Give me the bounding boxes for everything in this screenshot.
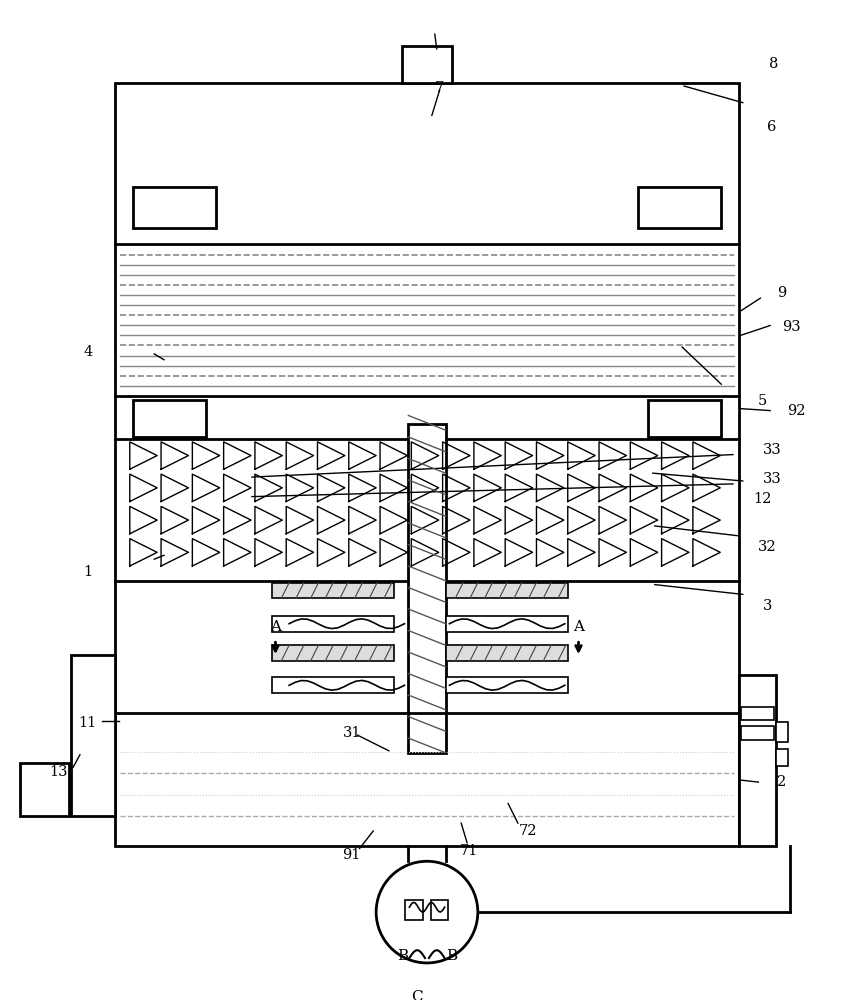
Text: 93: 93 xyxy=(782,320,801,334)
Text: 33: 33 xyxy=(763,472,781,486)
Bar xyxy=(408,424,446,753)
Bar xyxy=(740,726,774,740)
Bar xyxy=(272,645,394,661)
Text: A: A xyxy=(573,620,584,634)
Text: 33: 33 xyxy=(763,443,781,457)
Bar xyxy=(401,46,452,83)
Bar xyxy=(446,677,567,693)
Bar xyxy=(20,763,69,816)
Text: 11: 11 xyxy=(78,716,97,730)
Text: 8: 8 xyxy=(769,57,779,71)
Bar xyxy=(446,583,567,598)
Text: 5: 5 xyxy=(757,394,767,408)
Text: 1: 1 xyxy=(83,565,92,579)
Text: 72: 72 xyxy=(518,824,537,838)
Text: 3: 3 xyxy=(763,599,772,613)
Bar xyxy=(431,900,448,920)
Text: B: B xyxy=(446,949,457,963)
Text: 4: 4 xyxy=(83,345,92,359)
Text: 13: 13 xyxy=(49,765,67,779)
Bar xyxy=(740,707,774,720)
Bar xyxy=(115,83,739,846)
Bar xyxy=(776,749,788,766)
Text: 91: 91 xyxy=(343,848,361,862)
Text: 9: 9 xyxy=(777,286,786,300)
Text: A: A xyxy=(270,620,281,634)
Bar xyxy=(133,187,216,228)
Text: C: C xyxy=(412,990,423,1000)
Text: B: B xyxy=(397,949,408,963)
Bar xyxy=(133,400,206,437)
Bar xyxy=(272,616,394,632)
Text: 32: 32 xyxy=(758,540,776,554)
Bar xyxy=(446,645,567,661)
Bar xyxy=(446,616,567,632)
Bar xyxy=(272,583,394,598)
Text: 31: 31 xyxy=(343,726,361,740)
Text: 71: 71 xyxy=(460,844,478,858)
Bar xyxy=(648,400,722,437)
Bar xyxy=(71,655,115,816)
Text: 2: 2 xyxy=(777,775,786,789)
Bar xyxy=(272,677,394,693)
Text: 92: 92 xyxy=(787,404,806,418)
Text: 7: 7 xyxy=(435,81,444,95)
Bar xyxy=(638,187,722,228)
Bar xyxy=(739,675,776,846)
Bar xyxy=(406,900,423,920)
Text: 6: 6 xyxy=(768,120,777,134)
Bar xyxy=(776,722,788,742)
Text: 12: 12 xyxy=(753,492,771,506)
